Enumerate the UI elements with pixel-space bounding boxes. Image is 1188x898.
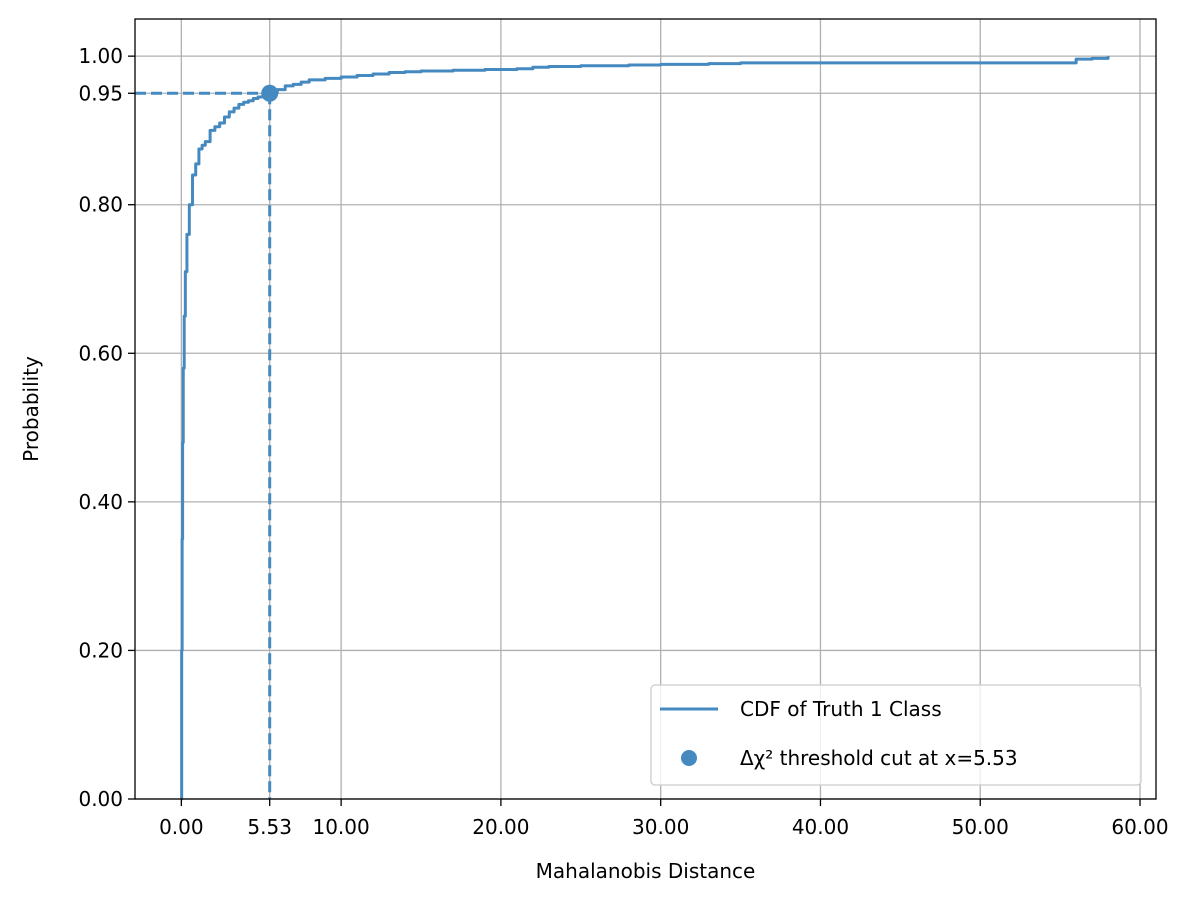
threshold-marker-layer bbox=[261, 84, 279, 102]
y-tick-label: 0.20 bbox=[78, 638, 123, 662]
legend: CDF of Truth 1 Class Δχ² threshold cut a… bbox=[650, 684, 1142, 786]
legend-threshold-label: Δχ² threshold cut at x=5.53 bbox=[740, 746, 1018, 770]
y-tick-label: 0.40 bbox=[78, 490, 123, 514]
y-axis-label: Probability bbox=[19, 356, 43, 462]
threshold-reference-lines bbox=[135, 91, 272, 799]
y-tick-label: 0.80 bbox=[78, 193, 123, 217]
x-tick-label: 0.00 bbox=[159, 815, 204, 839]
legend-series-label: CDF of Truth 1 Class bbox=[740, 697, 942, 721]
x-tick-label: 10.00 bbox=[312, 815, 369, 839]
y-tick-label: 0.95 bbox=[78, 81, 123, 105]
x-axis-ticks: 0.00 5.53 10.00 20.00 30.00 40.00 50.00 60.00 bbox=[159, 799, 1169, 839]
y-axis-ticks: 0.00 0.20 0.40 0.60 0.80 0.95 1.00 bbox=[78, 44, 135, 811]
legend-box bbox=[650, 684, 1142, 786]
x-tick-label: 40.00 bbox=[792, 815, 849, 839]
x-tick-label: 20.00 bbox=[472, 815, 529, 839]
x-axis-label: Mahalanobis Distance bbox=[536, 859, 756, 883]
plot-frame bbox=[134, 18, 1157, 800]
x-tick-label: 5.53 bbox=[247, 815, 292, 839]
y-tick-label: 0.60 bbox=[78, 341, 123, 365]
x-tick-label: 60.00 bbox=[1111, 815, 1168, 839]
legend-marker-swatch bbox=[681, 750, 697, 766]
x-tick-label: 50.00 bbox=[952, 815, 1009, 839]
threshold-point bbox=[261, 84, 279, 102]
y-tick-label: 1.00 bbox=[78, 44, 123, 68]
x-tick-label: 30.00 bbox=[632, 815, 689, 839]
y-tick-label: 0.00 bbox=[78, 787, 123, 811]
